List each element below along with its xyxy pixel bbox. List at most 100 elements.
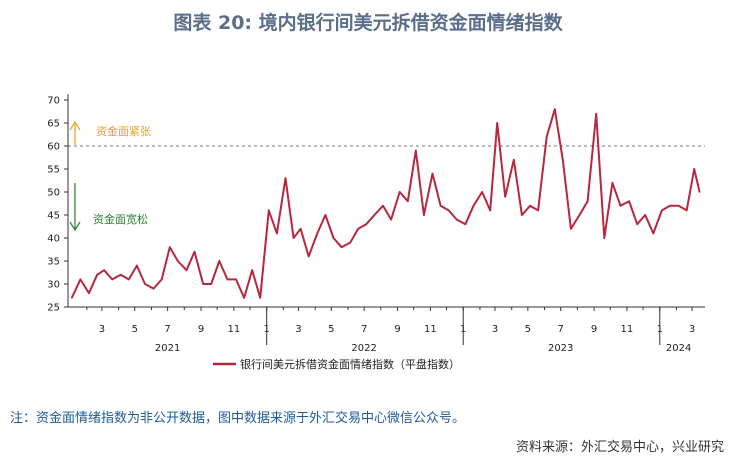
data-point bbox=[513, 159, 515, 161]
data-point bbox=[251, 269, 253, 272]
data-point bbox=[698, 191, 701, 193]
data-point bbox=[562, 159, 564, 161]
data-point bbox=[324, 214, 327, 216]
data-point bbox=[570, 228, 572, 230]
data-point bbox=[603, 237, 606, 239]
data-point bbox=[128, 278, 130, 281]
y-tick-label: 40 bbox=[47, 234, 60, 245]
x-tick-label: 11 bbox=[424, 324, 437, 335]
data-point bbox=[496, 122, 499, 124]
data-point bbox=[545, 136, 548, 138]
data-point bbox=[373, 214, 376, 216]
data-point bbox=[185, 269, 188, 272]
series-line-sentiment-index bbox=[70, 108, 701, 299]
x-tick-label: 3 bbox=[689, 324, 695, 335]
year-label: 2024 bbox=[666, 343, 691, 354]
y-tick-label: 30 bbox=[47, 280, 60, 291]
data-point bbox=[160, 278, 163, 281]
data-point bbox=[365, 223, 368, 225]
data-point bbox=[472, 205, 475, 207]
data-point bbox=[357, 228, 360, 230]
y-tick-label: 25 bbox=[47, 303, 60, 314]
data-point bbox=[390, 218, 392, 221]
data-point bbox=[456, 218, 458, 221]
chart-title: 图表 20: 境内银行间美元拆借资金面情绪指数 bbox=[173, 12, 563, 34]
data-point bbox=[611, 182, 614, 184]
data-point bbox=[210, 283, 212, 285]
data-point bbox=[177, 260, 179, 262]
data-point bbox=[521, 214, 523, 216]
data-point bbox=[439, 205, 442, 207]
data-point bbox=[226, 278, 229, 281]
data-point bbox=[644, 214, 646, 216]
data-point bbox=[669, 205, 671, 207]
year-label: 2021 bbox=[155, 343, 180, 354]
data-point bbox=[243, 297, 245, 299]
data-point bbox=[218, 260, 221, 262]
year-label: 2023 bbox=[548, 343, 573, 354]
data-point bbox=[628, 200, 630, 202]
data-point bbox=[529, 205, 531, 207]
data-point bbox=[136, 264, 138, 267]
x-tick-label: 3 bbox=[99, 324, 105, 335]
data-point bbox=[144, 283, 146, 285]
data-point bbox=[193, 251, 196, 253]
data-point bbox=[652, 232, 655, 235]
x-tick-label: 5 bbox=[328, 324, 334, 335]
data-point bbox=[382, 205, 384, 207]
data-point bbox=[685, 209, 688, 212]
x-tick-label: 9 bbox=[198, 324, 204, 335]
y-tick-label: 45 bbox=[47, 211, 60, 222]
data-point bbox=[88, 292, 90, 295]
data-point bbox=[636, 223, 638, 225]
data-point bbox=[447, 209, 450, 212]
data-point bbox=[96, 274, 98, 276]
x-tick-label: 9 bbox=[591, 324, 597, 335]
footnote: 注：资金面情绪指数为非公开数据，图中数据来源于外汇交易中心微信公众号。 bbox=[10, 411, 466, 426]
data-point bbox=[152, 287, 155, 290]
y-tick-label: 60 bbox=[47, 142, 60, 153]
data-point bbox=[307, 255, 310, 258]
data-point bbox=[292, 237, 295, 239]
data-point bbox=[586, 200, 589, 202]
data-point bbox=[619, 205, 622, 207]
data-point bbox=[554, 108, 556, 110]
data-point bbox=[235, 278, 237, 281]
x-tick-label: 9 bbox=[394, 324, 400, 335]
data-point bbox=[316, 232, 319, 235]
data-point bbox=[398, 191, 401, 193]
x-tick-label: 7 bbox=[164, 324, 170, 335]
loose-arrow-icon bbox=[69, 221, 81, 232]
data-point bbox=[169, 246, 171, 248]
data-point bbox=[259, 297, 262, 299]
data-point bbox=[284, 177, 287, 179]
x-tick-label: 5 bbox=[132, 324, 138, 335]
data-point bbox=[661, 209, 663, 212]
data-point bbox=[299, 228, 302, 230]
data-point bbox=[202, 283, 204, 285]
data-point bbox=[423, 214, 425, 216]
data-point bbox=[693, 168, 695, 170]
data-point bbox=[464, 223, 467, 225]
data-point bbox=[415, 149, 417, 152]
data-point bbox=[71, 297, 73, 299]
data-point bbox=[504, 195, 507, 198]
x-tick-label: 5 bbox=[525, 324, 531, 335]
x-tick-label: 11 bbox=[227, 324, 240, 335]
x-tick-label: 7 bbox=[361, 324, 367, 335]
data-point bbox=[120, 274, 122, 276]
data-point bbox=[407, 200, 409, 202]
tight-arrow-icon bbox=[69, 120, 81, 131]
y-tick-label: 70 bbox=[47, 96, 60, 107]
loose-label: 资金面宽松 bbox=[93, 212, 148, 226]
y-tick-label: 35 bbox=[47, 257, 60, 268]
data-point bbox=[276, 232, 278, 235]
tight-label: 资金面紧张 bbox=[96, 124, 151, 138]
data-point bbox=[489, 209, 492, 212]
y-tick-label: 50 bbox=[47, 188, 60, 199]
data-point bbox=[103, 269, 105, 272]
data-point bbox=[481, 191, 483, 193]
x-tick-label: 3 bbox=[492, 324, 498, 335]
y-tick-label: 65 bbox=[47, 119, 60, 130]
